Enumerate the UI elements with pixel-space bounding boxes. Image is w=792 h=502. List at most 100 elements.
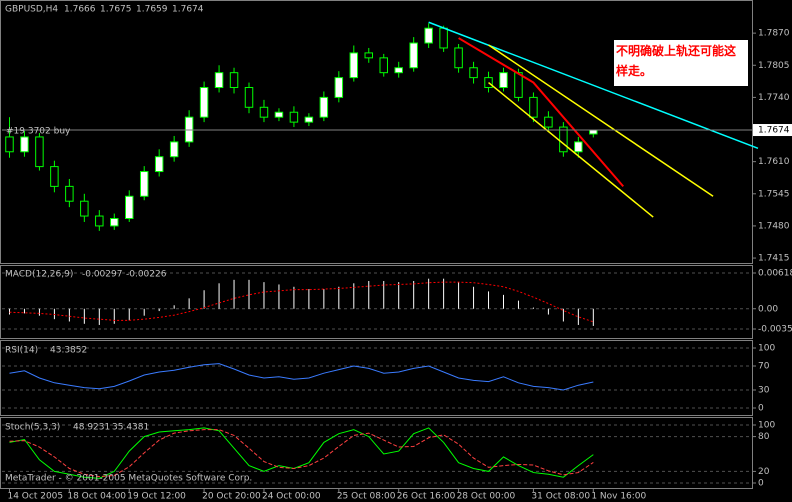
annotation: 不明确破上轨还可能这样走。 bbox=[616, 44, 737, 78]
candle-body bbox=[5, 136, 14, 153]
candle-body bbox=[529, 96, 538, 118]
annotation-holder: 不明确破上轨还可能这样走。 bbox=[616, 44, 737, 78]
y-tick-label: 1.7415 bbox=[758, 254, 790, 264]
candle-body bbox=[394, 67, 403, 74]
price-panel bbox=[0, 0, 753, 264]
x-tick-label: 1 Nov 16:00 bbox=[591, 492, 646, 502]
y-tick-label: 1.7480 bbox=[758, 221, 790, 231]
candle-body bbox=[349, 52, 359, 79]
y-tick-label: 1.7740 bbox=[758, 93, 790, 103]
candle-body bbox=[65, 185, 74, 202]
x-tick-label: 20 Oct 20:00 bbox=[202, 492, 261, 502]
ohlc-high: 1.7675 bbox=[100, 5, 132, 15]
price-label: 1.7674 bbox=[758, 126, 790, 136]
y-tick-label: 1.7805 bbox=[758, 61, 790, 71]
rsi-header: RSI(14) 43.3852 bbox=[5, 346, 87, 356]
y-tick-label: 100 bbox=[758, 421, 775, 431]
indicator-value: -0.00226 bbox=[126, 270, 167, 280]
order-label: #19 3702 buy bbox=[6, 127, 71, 137]
candle-body bbox=[214, 72, 224, 89]
indicator-value: 43.3852 bbox=[50, 346, 87, 356]
y-tick-label: 0 bbox=[758, 404, 764, 414]
indicator-title: MACD(12,26,9) bbox=[5, 270, 73, 280]
y-tick-label: 0 bbox=[758, 479, 764, 489]
macd-header: MACD(12,26,9) -0.00297 -0.00226 bbox=[5, 270, 167, 280]
candle-body bbox=[244, 87, 254, 108]
candle-body bbox=[95, 215, 104, 227]
symbol-title: GBPUSD,H4 bbox=[5, 5, 58, 15]
candle-body bbox=[289, 111, 299, 123]
indicator-value: -0.00297 bbox=[82, 270, 122, 280]
ohlc-low: 1.7659 bbox=[136, 5, 168, 15]
candle-body bbox=[80, 200, 89, 217]
candle-body bbox=[304, 116, 314, 123]
candle-body bbox=[484, 77, 493, 89]
y-tick-label: 70 bbox=[758, 362, 770, 372]
stoch-panel bbox=[0, 417, 753, 489]
indicator-line bbox=[9, 281, 594, 323]
candle-body bbox=[559, 126, 568, 153]
x-tick-label: 24 Oct 00:00 bbox=[262, 492, 321, 502]
indicator-title: Stoch(5,3,3) bbox=[5, 423, 60, 433]
x-tick-label: 31 Oct 08:00 bbox=[531, 492, 590, 502]
candle-body bbox=[334, 77, 344, 98]
rsi-panel bbox=[0, 340, 753, 416]
price-label-box bbox=[753, 124, 792, 137]
y-tick-label: 1.7610 bbox=[758, 157, 790, 167]
x-tick-label: 14 Oct 2005 bbox=[7, 492, 63, 502]
candle-body bbox=[50, 166, 59, 187]
candle-body bbox=[169, 141, 179, 158]
y-tick-label: 30 bbox=[758, 386, 770, 396]
y-tick-label: -0.0035 bbox=[758, 325, 792, 335]
stoch-header: Stoch(5,3,3) 48.9231 35.4381 bbox=[5, 423, 149, 433]
candle-body bbox=[409, 42, 418, 69]
x-tick-label: 26 Oct 16:00 bbox=[397, 492, 456, 502]
indicator-line bbox=[9, 363, 594, 391]
candle-body bbox=[379, 57, 388, 74]
candle-body bbox=[574, 141, 583, 153]
candle-body bbox=[364, 52, 374, 59]
candle-body bbox=[229, 72, 239, 89]
y-tick-label: 1.7870 bbox=[758, 29, 790, 39]
trend-line bbox=[428, 21, 759, 150]
candle-body bbox=[154, 156, 164, 173]
candle-body bbox=[139, 171, 149, 197]
ohlc-open: 1.7666 bbox=[64, 5, 96, 15]
candle-body bbox=[35, 136, 44, 168]
trend-line bbox=[488, 81, 654, 218]
ohlc-close: 1.7674 bbox=[172, 5, 204, 15]
candle-body bbox=[259, 106, 269, 118]
candle-body bbox=[499, 72, 508, 89]
x-tick-label: 25 Oct 08:00 bbox=[337, 492, 396, 502]
candle-body bbox=[469, 67, 478, 79]
y-tick-label: 20 bbox=[758, 467, 770, 477]
indicator-line bbox=[9, 427, 594, 479]
candle-body bbox=[544, 116, 553, 128]
trend-line bbox=[458, 37, 625, 188]
x-tick-label: 18 Oct 04:00 bbox=[67, 492, 126, 502]
y-tick-label: 0.00 bbox=[758, 304, 778, 314]
candle-body bbox=[274, 111, 284, 118]
x-tick-label: 28 Oct 00:00 bbox=[457, 492, 516, 502]
indicator-value: 48.9231 bbox=[73, 423, 110, 433]
candle-body bbox=[454, 47, 463, 69]
candle-body bbox=[424, 27, 433, 44]
candle-body bbox=[199, 87, 209, 118]
candle-body bbox=[439, 27, 448, 49]
indicator-line bbox=[9, 429, 594, 478]
y-tick-label: 80 bbox=[758, 432, 770, 442]
candle-body bbox=[125, 195, 134, 220]
x-tick-label: 19 Oct 12:00 bbox=[127, 492, 186, 502]
price-header: GBPUSD,H4 1.7666 1.7675 1.7659 1.7674 bbox=[5, 5, 204, 15]
copyright: MetaTrader - © 2001-2005 MetaQuotes Soft… bbox=[5, 474, 252, 484]
indicator-title: RSI(14) bbox=[5, 346, 38, 356]
annotation-box bbox=[614, 40, 748, 86]
indicator-value: 35.4381 bbox=[112, 423, 149, 433]
macd-panel bbox=[0, 265, 753, 339]
trend-line bbox=[488, 44, 714, 197]
y-tick-label: 0.00618 bbox=[758, 269, 792, 279]
candle-body bbox=[20, 136, 29, 153]
candle-body bbox=[319, 96, 329, 118]
candle-body bbox=[110, 218, 119, 227]
